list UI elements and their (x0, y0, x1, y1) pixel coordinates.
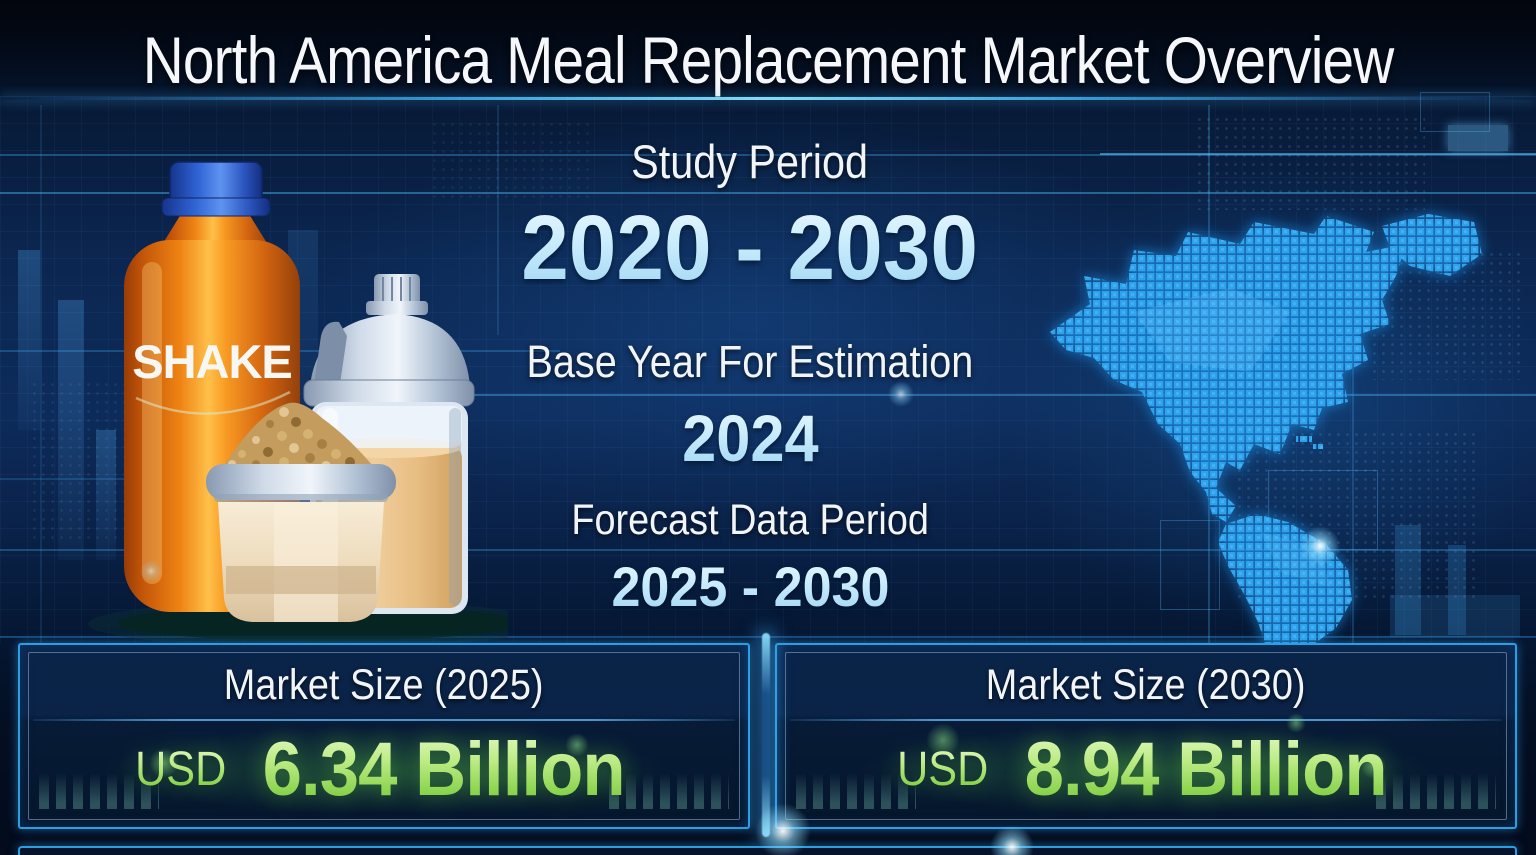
market-size-2025-label: Market Size (2025) (224, 661, 544, 709)
divider-beam (762, 633, 770, 837)
glow-flare (990, 825, 1034, 855)
equalizer-bars (796, 773, 916, 809)
market-size-value: 6.34 Billion (262, 726, 626, 812)
glow-flare (1300, 526, 1340, 566)
market-size-value: 8.94 Billion (1024, 726, 1388, 812)
bokeh-dot (1286, 713, 1306, 733)
tech-line (0, 154, 1536, 156)
circuit-rect (1390, 595, 1520, 637)
glow-flare (140, 560, 162, 582)
circuit-rect (1448, 545, 1466, 635)
bokeh-dot (565, 733, 589, 757)
circuit-rect (1448, 125, 1508, 151)
currency-label: USD (134, 742, 226, 796)
tech-line (40, 105, 42, 645)
box-divider (33, 719, 735, 721)
forecast-period-label: Forecast Data Period (571, 496, 929, 544)
market-size-2030-box: Market Size (2030) USD 8.94 Billion (775, 643, 1517, 829)
box-divider (790, 719, 1502, 721)
label-curve (135, 390, 291, 415)
page-title-text: North America Meal Replacement Market Ov… (142, 23, 1394, 97)
map-landmass (1050, 214, 1482, 647)
powder-jar-illustration (206, 402, 396, 622)
header-divider (0, 97, 1536, 100)
bottle-label: SHAKE (132, 335, 292, 388)
forecast-period-value: 2025 - 2030 (610, 555, 889, 618)
study-period-value: 2020 - 2030 (521, 197, 979, 299)
page-title: North America Meal Replacement Market Ov… (0, 22, 1536, 98)
bokeh-dot (149, 748, 179, 778)
bokeh-dot (926, 723, 960, 757)
study-period-label: Study Period (631, 135, 869, 188)
glow-flare (888, 381, 914, 407)
tech-line (1100, 153, 1536, 155)
chart-bar (18, 250, 40, 430)
market-size-2025-value: USD 6.34 Billion (29, 719, 739, 819)
equalizer-bars (609, 773, 729, 809)
tech-line (0, 192, 1536, 194)
stats-column: Study Period 2020 - 2030 Base Year For E… (390, 0, 1110, 645)
ground-shadow (118, 605, 508, 641)
market-size-2030-label: Market Size (2030) (986, 661, 1306, 709)
dot-matrix-patch (1195, 115, 1425, 210)
header-band (0, 0, 1536, 96)
tech-line (1352, 330, 1354, 645)
dot-matrix-patch (430, 120, 590, 200)
circuit-rect (1160, 520, 1220, 610)
market-size-2030-inner-frame: Market Size (2030) USD 8.94 Billion (785, 652, 1507, 820)
base-year-label: Base Year For Estimation (526, 336, 974, 387)
chart-bar (96, 430, 116, 560)
circuit-rect (1395, 525, 1421, 635)
market-size-2025-inner-frame: Market Size (2025) USD 6.34 Billion (28, 652, 740, 820)
meal-replacement-products-illustration: SHAKE (88, 161, 508, 646)
equalizer-bars (39, 773, 159, 809)
tech-line (430, 394, 1536, 396)
bokeh-dot (1360, 753, 1386, 779)
tech-line (0, 549, 1536, 551)
market-size-2030-value: USD 8.94 Billion (786, 719, 1506, 819)
market-size-2025-box: Market Size (2025) USD 6.34 Billion (18, 643, 750, 829)
base-year-value: 2024 (681, 401, 819, 475)
tech-line (497, 105, 499, 335)
glow-flare (755, 803, 811, 855)
currency-label: USD (896, 742, 988, 796)
chart-bar (58, 300, 84, 560)
equalizer-bars (1376, 773, 1496, 809)
circuit-rect (1420, 92, 1490, 132)
